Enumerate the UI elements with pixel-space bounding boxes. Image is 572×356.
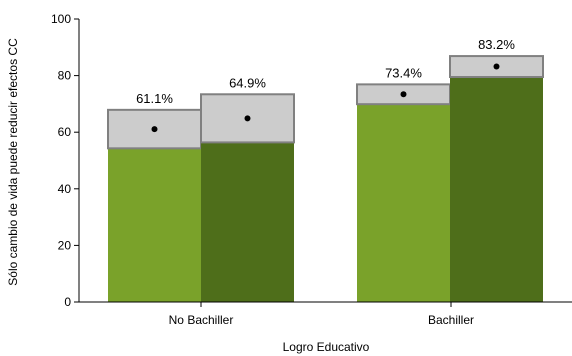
x-tick-label-1: Bachiller bbox=[428, 313, 474, 327]
bar-0-0 bbox=[108, 148, 201, 302]
data-label-1-1: 83.2% bbox=[478, 37, 515, 52]
point-estimate-0-0 bbox=[151, 126, 158, 133]
axes: No Bachiller Bachiller bbox=[78, 19, 572, 327]
bar-1-0 bbox=[357, 104, 450, 302]
data-label-0-1: 64.9% bbox=[229, 75, 266, 90]
bar-0-1 bbox=[201, 142, 294, 302]
y-axis: 0 20 40 60 80 100 bbox=[51, 12, 79, 309]
y-tick-label-60: 60 bbox=[58, 125, 72, 139]
ci-box-0-0 bbox=[107, 108, 202, 150]
y-tick-label-20: 20 bbox=[58, 238, 72, 252]
bars: 61.1% 64.9% 73.4% 83.2% bbox=[107, 37, 544, 302]
data-label-1-0: 73.4% bbox=[385, 65, 422, 80]
point-estimate-1-1 bbox=[493, 63, 500, 70]
y-tick-label-0: 0 bbox=[64, 295, 71, 309]
point-estimate-1-0 bbox=[400, 91, 407, 98]
y-tick-label-40: 40 bbox=[58, 182, 72, 196]
bar-1-1 bbox=[450, 77, 543, 302]
x-tick-label-0: No Bachiller bbox=[169, 313, 234, 327]
y-tick-label-100: 100 bbox=[51, 12, 71, 26]
x-axis-label: Logro Educativo bbox=[283, 340, 370, 354]
point-estimate-0-1 bbox=[244, 115, 251, 122]
data-label-0-0: 61.1% bbox=[136, 91, 173, 106]
y-tick-label-80: 80 bbox=[58, 69, 72, 83]
y-axis-label: Sólo cambio de vida puede reducir efecto… bbox=[6, 38, 20, 286]
